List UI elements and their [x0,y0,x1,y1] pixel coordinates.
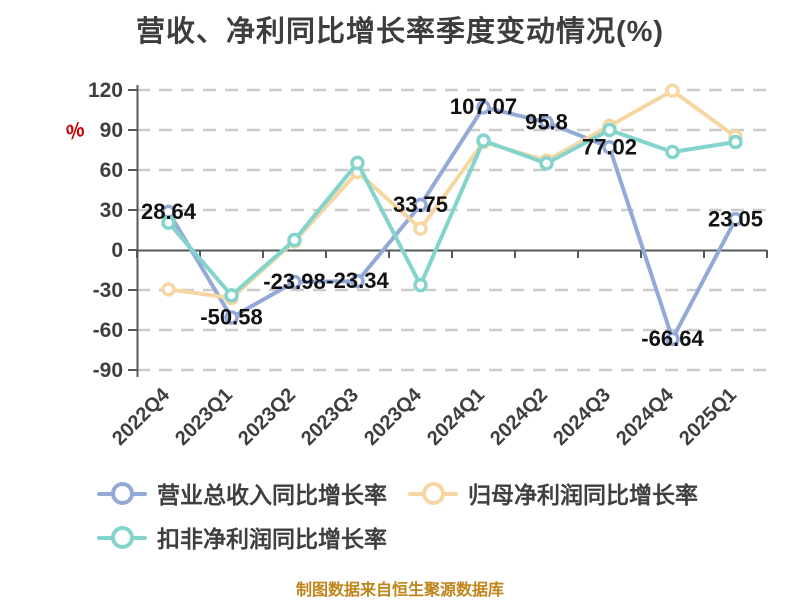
legend-item-label: 归母净利润同比增长率 [468,482,698,508]
legend-item-label: 扣非净利润同比增长率 [157,526,387,552]
legend-item-total-revenue-growth[interactable]: 营业总收入同比增长率 [97,478,387,508]
series-point-0[interactable] [287,274,302,290]
x-axis-label: 2023Q4 [360,383,427,450]
data-label: -23.34 [326,268,389,293]
series-point-0[interactable] [476,99,491,115]
y-axis-label: 90 [100,119,123,142]
x-axis-label: 2025Q1 [675,384,741,450]
x-axis-label: 2022Q4 [108,383,175,450]
series-point-1[interactable] [413,221,428,236]
series-point-2[interactable] [728,134,743,150]
legend-line-marker-icon [97,522,147,552]
series-point-2[interactable] [350,155,365,171]
series-point-2[interactable] [161,215,176,230]
series-point-2[interactable] [539,156,554,171]
data-label: -23.98 [263,269,325,294]
series-point-0[interactable] [602,140,617,155]
series-point-0[interactable] [224,310,239,325]
x-axis-label: 2024Q4 [612,383,679,450]
series-point-2[interactable] [224,288,239,303]
series-point-0[interactable] [350,273,365,289]
y-axis-label: 120 [88,79,123,102]
legend-line-marker-icon [97,478,147,508]
legend-item-net-profit-growth[interactable]: 归母净利润同比增长率 [408,478,698,508]
series-point-0[interactable] [413,197,428,213]
y-axis-unit-label: % [63,118,88,146]
series-point-0[interactable] [539,115,554,130]
x-axis-label: 2023Q1 [171,384,237,450]
data-label: 28.64 [141,199,197,224]
x-axis-label: 2023Q2 [234,384,300,450]
data-label: 33.75 [393,192,448,217]
series-point-2[interactable] [665,144,680,160]
y-axis-label: -60 [93,319,123,342]
data-label: 77.02 [582,134,637,159]
y-axis-label: -30 [93,279,123,302]
chart-title: 营收、净利同比增长率季度变动情况(%) [135,16,665,48]
data-label: 107.07 [450,94,517,119]
y-axis-label: 0 [111,239,123,262]
series-point-0[interactable] [665,331,680,347]
data-source-note: 制图数据来自恒生聚源数据库 [295,582,504,599]
x-axis-label: 2023Q3 [297,384,363,450]
data-label: 23.05 [708,206,763,231]
series-line-0 [166,105,738,341]
y-axis-label: 30 [100,199,123,222]
series-point-2[interactable] [602,122,617,138]
data-label: -50.58 [200,304,262,329]
series-point-0[interactable] [728,212,743,227]
legend-item-label: 营业总收入同比增长率 [157,482,387,508]
series-line-2 [166,128,738,298]
legend-line-marker-icon [408,478,458,508]
y-axis-label: 60 [100,159,123,182]
legend-item-deducted-net-profit-growth[interactable]: 扣非净利润同比增长率 [97,522,387,552]
data-label: -66.64 [641,326,704,351]
series-point-1[interactable] [665,83,680,98]
x-axis-label: 2024Q2 [486,384,552,450]
series-point-1[interactable] [161,282,176,297]
x-axis-label: 2024Q3 [549,384,615,450]
series-point-2[interactable] [413,277,428,293]
y-axis-label: -90 [93,359,123,382]
data-label: 95.8 [525,109,568,134]
series-point-2[interactable] [287,232,302,248]
series-point-2[interactable] [476,133,491,148]
x-axis-label: 2024Q1 [423,384,489,450]
